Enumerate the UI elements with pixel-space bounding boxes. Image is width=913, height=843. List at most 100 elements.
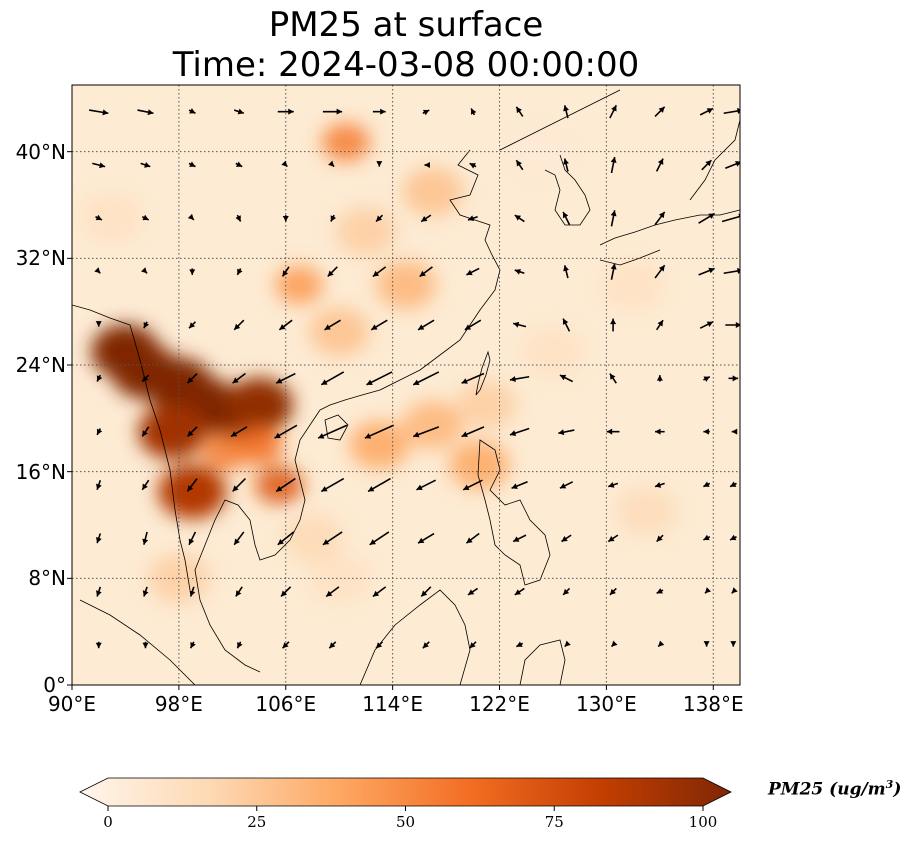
korea-coastline: [544, 154, 591, 226]
colorbar-body: [79, 777, 732, 807]
wind-arrow: [137, 109, 154, 116]
wind-arrow: [281, 266, 290, 277]
pm25-blob: [255, 465, 304, 505]
wind-arrow: [655, 158, 664, 172]
longitude-label: 138°E: [682, 692, 744, 716]
wind-arrow: [372, 108, 386, 115]
wind-arrow: [608, 482, 619, 488]
longitude-label: 122°E: [469, 692, 530, 716]
wind-arrow: [563, 265, 569, 279]
wind-arrow: [609, 587, 617, 596]
longitude-label: 114°E: [362, 692, 424, 716]
wind-arrow: [562, 587, 571, 596]
pm25-blob: [158, 464, 227, 519]
wind-arrow: [698, 212, 716, 224]
wind-arrow: [233, 531, 245, 546]
wind-arrow: [188, 321, 197, 329]
colorbar-title-superscript: 3: [885, 778, 894, 791]
wind-arrow: [512, 321, 527, 328]
wind-arrow: [322, 108, 343, 115]
wind-arrow: [376, 161, 383, 167]
wind-arrow: [375, 214, 384, 223]
wind-arrow: [186, 426, 198, 438]
wind-arrow: [465, 532, 480, 544]
longitude-label: 98°E: [154, 692, 203, 716]
indochina-coastline: [194, 409, 321, 673]
wind-arrow: [516, 641, 524, 648]
wind-arrow: [728, 375, 739, 382]
wind-arrow: [96, 479, 102, 491]
wind-arrow: [372, 266, 387, 278]
wind-arrow: [559, 481, 574, 489]
wind-arrow: [654, 106, 666, 118]
wind-arrow: [277, 108, 294, 115]
colorbar-tick-label: 25: [247, 813, 267, 831]
wind-arrow: [607, 534, 619, 543]
wind-arrow: [417, 532, 435, 544]
wind-arrow: [511, 481, 528, 489]
wind-arrow: [656, 588, 664, 594]
wind-arrow: [232, 478, 246, 492]
wind-arrow: [515, 106, 524, 117]
wind-arrow: [141, 479, 150, 491]
wind-arrow: [281, 641, 290, 649]
wind-arrow: [281, 160, 288, 168]
latitude-label: 0°: [43, 673, 66, 697]
wind-arrow: [232, 372, 246, 384]
myanmar-coastline: [72, 304, 191, 591]
wind-arrow: [92, 162, 106, 169]
wind-arrow: [461, 426, 485, 438]
pm25-blob: [138, 404, 207, 459]
wind-arrow: [412, 426, 440, 438]
pm25-blob: [616, 487, 677, 536]
wind-arrow: [412, 371, 440, 386]
wind-arrow: [654, 482, 665, 488]
wind-arrow: [467, 587, 479, 596]
pm25-blob: [309, 307, 370, 356]
wind-arrow: [703, 481, 711, 488]
wind-arrow: [559, 374, 574, 383]
wind-arrow: [469, 641, 477, 649]
wind-arrow: [416, 479, 436, 491]
wind-arrow: [610, 263, 617, 280]
wind-arrow: [467, 215, 478, 222]
wind-arrow: [558, 429, 575, 436]
sulawesi-coastline: [519, 639, 566, 685]
wind-arrow: [324, 319, 341, 331]
pm25-blob: [509, 127, 570, 176]
latitude-label: 32°N: [15, 246, 66, 271]
taiwan-coastline: [475, 350, 491, 396]
wind-arrow: [95, 321, 102, 327]
wind-arrow: [562, 211, 571, 226]
wind-arrow: [703, 428, 710, 435]
wind-arrow: [729, 534, 737, 541]
wind-arrow: [325, 586, 340, 598]
wind-arrow: [95, 641, 102, 649]
latitude-label: 16°N: [15, 459, 66, 484]
wind-arrow: [317, 424, 348, 439]
wind-arrow: [370, 319, 388, 331]
longitude-label: 130°E: [575, 692, 637, 716]
pm25-blob: [402, 401, 463, 449]
wind-arrow: [233, 319, 245, 331]
wind-arrow: [420, 214, 432, 223]
wind-arrow: [189, 268, 196, 275]
wind-arrow: [277, 531, 295, 546]
wind-arrow: [142, 586, 149, 597]
wind-arrow: [730, 641, 737, 647]
pm25-blob: [321, 123, 370, 162]
wind-arrow: [654, 264, 666, 279]
colorbar-tick-label: 75: [544, 813, 564, 831]
longitude-label: 90°E: [47, 692, 97, 716]
wind-arrow: [509, 375, 530, 382]
map-time-title: Time: 2024-03-08 00:00:00: [172, 45, 640, 85]
wind-arrow: [142, 641, 149, 649]
colorbar-ticks: [107, 806, 704, 811]
latitude-label: 40°N: [15, 139, 66, 164]
wind-arrow: [704, 587, 712, 594]
wind-arrow: [424, 162, 430, 168]
coastlines: [72, 89, 740, 685]
wind-arrow: [699, 321, 714, 329]
wind-arrow: [419, 266, 433, 278]
wind-arrow: [94, 267, 101, 274]
